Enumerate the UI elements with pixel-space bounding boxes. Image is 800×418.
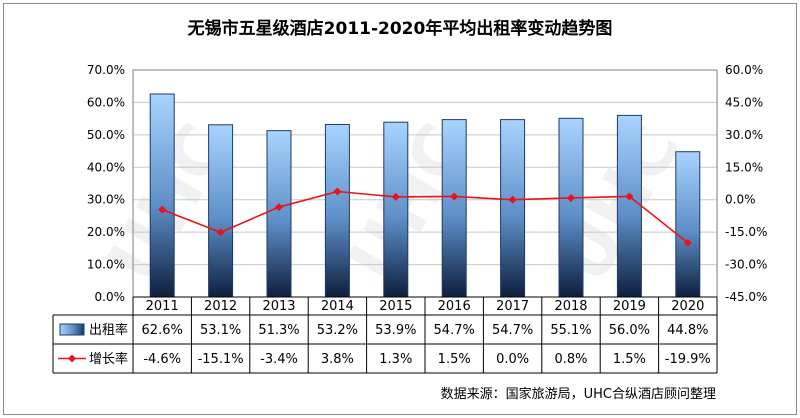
growth-value-label: 1.5% <box>613 352 646 367</box>
x-tick-label: 2017 <box>496 299 529 314</box>
y-left-tick-label: 40.0% <box>87 160 125 174</box>
y-left-tick-label: 10.0% <box>87 258 125 272</box>
bar-value-label: 54.7% <box>492 323 533 338</box>
bar-value-label: 53.1% <box>200 323 241 338</box>
y-right-tick-label: -30.0% <box>725 258 767 272</box>
y-left-tick-label: 30.0% <box>87 193 125 207</box>
bar-value-label: 53.9% <box>375 323 416 338</box>
bar-2013 <box>266 130 292 298</box>
growth-value-label: -3.4% <box>260 352 298 367</box>
growth-point-2015 <box>391 192 400 201</box>
growth-point-2011 <box>158 205 167 214</box>
growth-point-2016 <box>450 192 459 201</box>
y-right-tick-label: -45.0% <box>725 290 767 304</box>
y-right-tick-label: 15.0% <box>725 160 763 174</box>
legend-line-label: 增长率 <box>89 351 128 367</box>
bar-value-label: 56.0% <box>609 323 650 338</box>
x-tick-label: 2013 <box>262 299 295 314</box>
bar-value-label: 55.1% <box>550 323 591 338</box>
y-right-tick-label: 0.0% <box>725 193 756 207</box>
growth-point-2014 <box>333 187 342 196</box>
growth-value-label: 1.3% <box>379 352 412 367</box>
legend-bar-swatch <box>59 323 85 336</box>
bar-value-label: 62.6% <box>142 323 183 338</box>
bar-value-label: 44.8% <box>667 323 708 338</box>
bar-value-label: 53.2% <box>317 323 358 338</box>
y-left-tick-label: 60.0% <box>87 95 125 109</box>
growth-value-label: -4.6% <box>143 352 181 367</box>
growth-value-label: 3.8% <box>321 352 354 367</box>
source-note: 数据来源：国家旅游局，UHC合纵酒店顾问整理 <box>440 387 716 402</box>
y-left-tick-label: 20.0% <box>87 225 125 239</box>
chart-title: 无锡市五星级酒店2011-2020年平均出租率变动趋势图 <box>187 19 613 39</box>
x-tick-label: 2019 <box>613 299 646 314</box>
x-tick-label: 2015 <box>379 299 412 314</box>
growth-line <box>161 190 689 244</box>
growth-value-label: -15.1% <box>198 352 244 367</box>
bar-2012 <box>208 124 234 298</box>
growth-value-label: -19.9% <box>665 352 711 367</box>
y-left-tick-label: 70.0% <box>87 63 125 77</box>
growth-value-label: 0.0% <box>496 352 529 367</box>
y-right-tick-label: -15.0% <box>725 225 767 239</box>
x-tick-label: 2012 <box>204 299 237 314</box>
legend-line-marker <box>68 354 76 363</box>
bar-2019 <box>616 114 642 298</box>
bar-2011 <box>149 93 175 298</box>
growth-point-2020 <box>683 238 692 247</box>
bar-2016 <box>441 119 467 298</box>
bar-2017 <box>500 119 526 298</box>
y-right-tick-label: 60.0% <box>725 63 763 77</box>
bar-2014 <box>324 123 350 298</box>
x-tick-label: 2018 <box>554 299 587 314</box>
legend-bar-label: 出租率 <box>89 322 128 338</box>
line-series <box>158 187 692 247</box>
x-tick-label: 2011 <box>146 299 179 314</box>
y-right-tick-label: 30.0% <box>725 128 763 142</box>
bar-2020 <box>675 151 701 298</box>
growth-value-label: 1.5% <box>438 352 471 367</box>
data-table: 2011 2012 2013 2014 2015 2016 2017 2018 2019 2020… <box>52 296 718 374</box>
x-tick-label: 2020 <box>671 299 704 314</box>
y-left-tick-label: 0.0% <box>95 290 126 304</box>
x-tick-label: 2016 <box>438 299 471 314</box>
bar-value-label: 51.3% <box>258 323 299 338</box>
growth-point-2019 <box>625 192 634 201</box>
y-right-tick-label: 45.0% <box>725 95 763 109</box>
y-left-tick-label: 50.0% <box>87 128 125 142</box>
growth-point-2012 <box>216 228 225 237</box>
growth-point-2017 <box>508 195 517 204</box>
bar-2018 <box>558 117 584 298</box>
growth-point-2018 <box>567 193 575 202</box>
x-tick-label: 2014 <box>321 299 354 314</box>
growth-value-label: 0.8% <box>554 352 587 367</box>
growth-point-2013 <box>275 203 283 212</box>
bar-2015 <box>383 121 409 298</box>
bar-value-label: 54.7% <box>434 323 475 338</box>
